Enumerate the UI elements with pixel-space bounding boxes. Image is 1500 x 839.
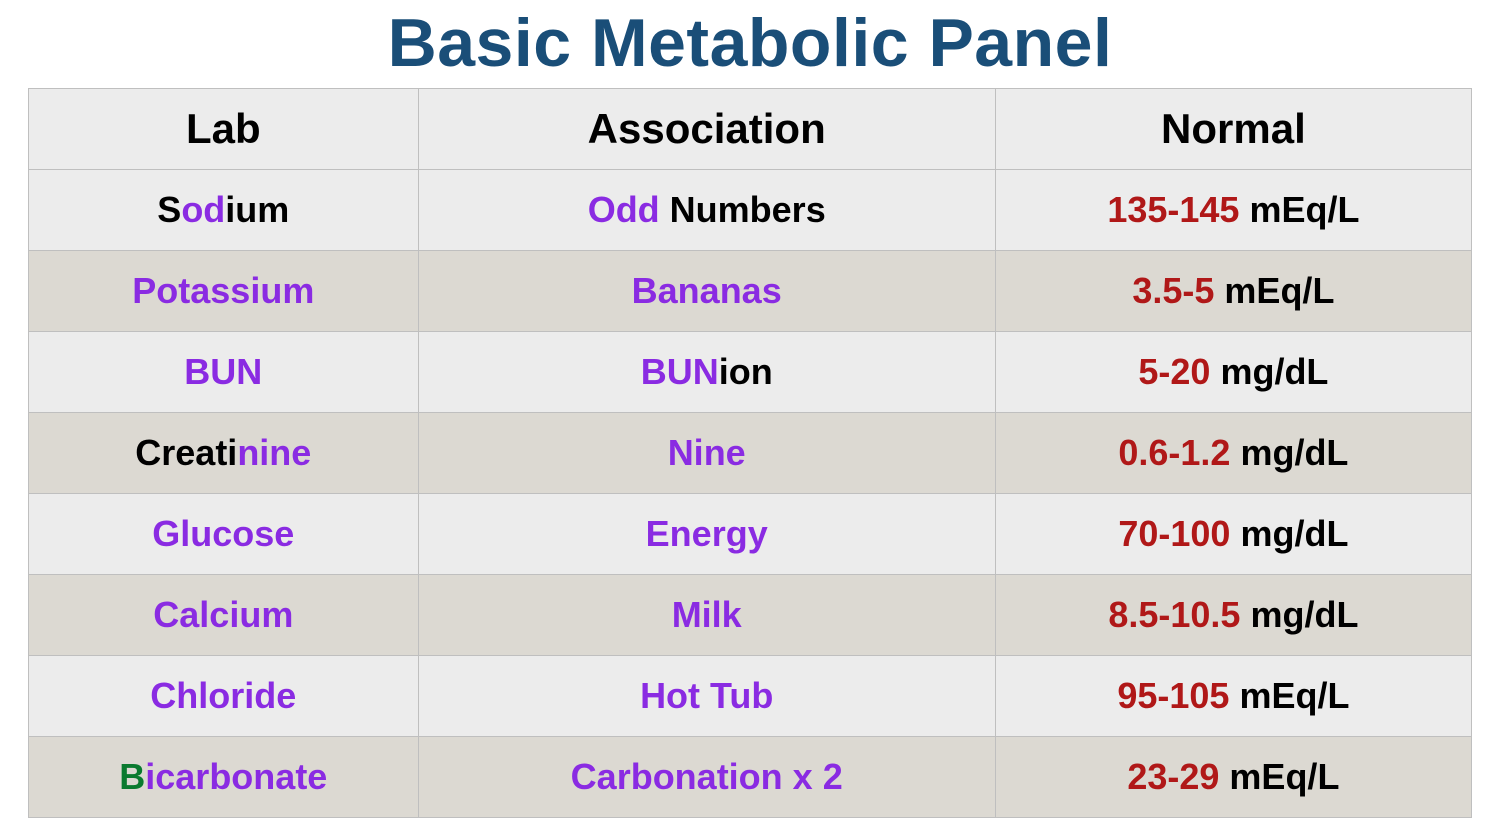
text-segment: mg/dL (1230, 432, 1348, 473)
text-segment: Carbonation x 2 (571, 756, 843, 797)
cell-lab: Bicarbonate (29, 737, 419, 818)
cell-association: Milk (418, 575, 995, 656)
cell-normal: 70-100 mg/dL (995, 494, 1471, 575)
text-segment: BUN (184, 351, 262, 392)
text-segment: Chloride (150, 675, 296, 716)
text-segment: Numbers (660, 189, 826, 230)
col-header-lab: Lab (29, 89, 419, 170)
text-segment: 135-145 (1107, 189, 1239, 230)
cell-lab: Creatinine (29, 413, 419, 494)
cell-association: Carbonation x 2 (418, 737, 995, 818)
cell-association: Nine (418, 413, 995, 494)
text-segment: ium (225, 189, 289, 230)
text-segment: Potassium (132, 270, 314, 311)
cell-normal: 8.5-10.5 mg/dL (995, 575, 1471, 656)
cell-lab: Potassium (29, 251, 419, 332)
table-row: Calcium Milk 8.5-10.5 mg/dL (29, 575, 1472, 656)
text-segment: mg/dL (1210, 351, 1328, 392)
cell-lab: Calcium (29, 575, 419, 656)
text-segment: Calcium (153, 594, 293, 635)
cell-lab: BUN (29, 332, 419, 413)
text-segment: Nine (668, 432, 746, 473)
text-segment: mg/dL (1240, 594, 1358, 635)
text-segment: mEq/L (1219, 756, 1339, 797)
table-head: Lab Association Normal (29, 89, 1472, 170)
cell-association: BUNion (418, 332, 995, 413)
cell-lab: Chloride (29, 656, 419, 737)
text-segment: mEq/L (1239, 189, 1359, 230)
text-segment: Energy (646, 513, 768, 554)
text-segment: 23-29 (1127, 756, 1219, 797)
page-title: Basic Metabolic Panel (28, 4, 1472, 82)
text-segment: Creati (135, 432, 237, 473)
cell-association: Odd Numbers (418, 170, 995, 251)
cell-lab: Glucose (29, 494, 419, 575)
text-segment: 95-105 (1117, 675, 1229, 716)
metabolic-panel-table: Lab Association Normal SodiumOdd Numbers… (28, 88, 1472, 818)
col-header-normal: Normal (995, 89, 1471, 170)
text-segment: 0.6-1.2 (1118, 432, 1230, 473)
cell-normal: 3.5-5 mEq/L (995, 251, 1471, 332)
cell-normal: 0.6-1.2 mg/dL (995, 413, 1471, 494)
text-segment: Milk (672, 594, 742, 635)
text-segment: od (181, 189, 225, 230)
text-segment: B (119, 756, 145, 797)
text-segment: S (157, 189, 181, 230)
cell-normal: 5-20 mg/dL (995, 332, 1471, 413)
text-segment: ion (719, 351, 773, 392)
text-segment: Glucose (152, 513, 294, 554)
text-segment: mg/dL (1230, 513, 1348, 554)
cell-normal: 95-105 mEq/L (995, 656, 1471, 737)
text-segment: Bananas (632, 270, 782, 311)
table-row: Bicarbonate Carbonation x 2 23-29 mEq/L (29, 737, 1472, 818)
text-segment: 3.5-5 (1132, 270, 1214, 311)
page-root: Basic Metabolic Panel Lab Association No… (0, 4, 1500, 838)
text-segment: 70-100 (1118, 513, 1230, 554)
cell-normal: 135-145 mEq/L (995, 170, 1471, 251)
table-row: SodiumOdd Numbers135-145 mEq/L (29, 170, 1472, 251)
cell-association: Hot Tub (418, 656, 995, 737)
text-segment: mEq/L (1214, 270, 1334, 311)
cell-normal: 23-29 mEq/L (995, 737, 1471, 818)
cell-association: Energy (418, 494, 995, 575)
table-row: Creatinine Nine 0.6-1.2 mg/dL (29, 413, 1472, 494)
text-segment: 5-20 (1138, 351, 1210, 392)
table-row: Chloride Hot Tub 95-105 mEq/L (29, 656, 1472, 737)
text-segment: Hot Tub (640, 675, 773, 716)
text-segment: Odd (588, 189, 660, 230)
text-segment: 8.5-10.5 (1108, 594, 1240, 635)
text-segment: mEq/L (1229, 675, 1349, 716)
cell-lab: Sodium (29, 170, 419, 251)
table-row: Glucose Energy 70-100 mg/dL (29, 494, 1472, 575)
col-header-association: Association (418, 89, 995, 170)
table-header-row: Lab Association Normal (29, 89, 1472, 170)
text-segment: BUN (641, 351, 719, 392)
table-body: SodiumOdd Numbers135-145 mEq/LPotassiumB… (29, 170, 1472, 818)
text-segment: icarbonate (145, 756, 327, 797)
table-row: BUNBUNion5-20 mg/dL (29, 332, 1472, 413)
text-segment: nine (237, 432, 311, 473)
cell-association: Bananas (418, 251, 995, 332)
table-row: Potassium Bananas 3.5-5 mEq/L (29, 251, 1472, 332)
